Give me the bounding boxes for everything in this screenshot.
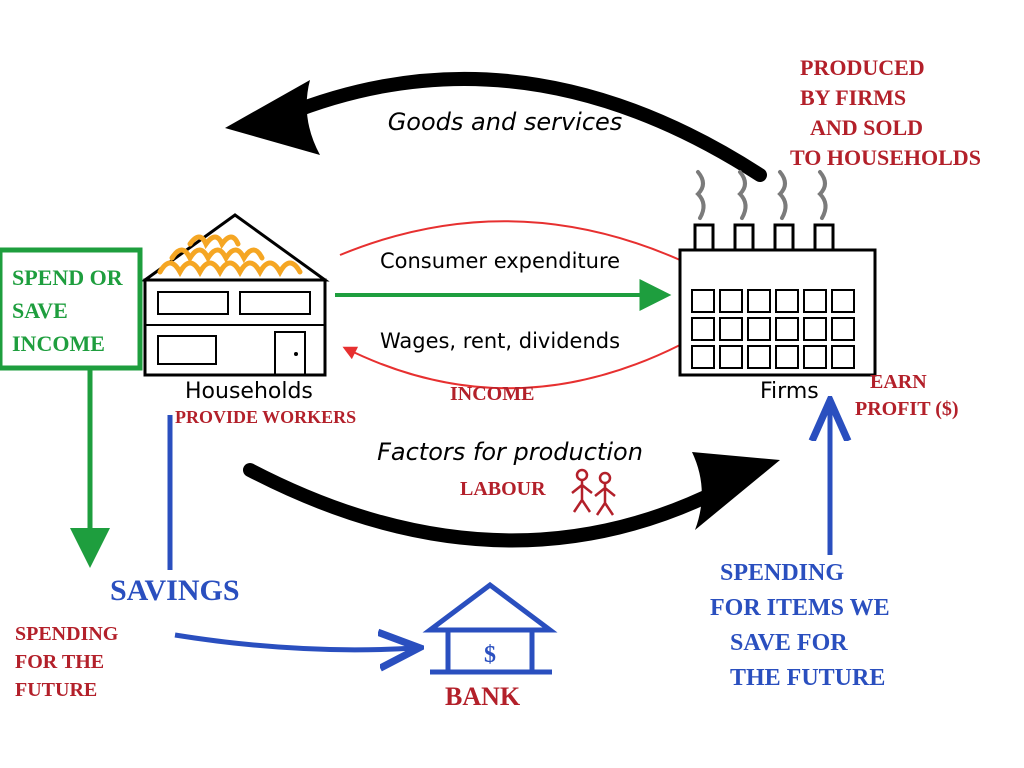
svg-text:FOR ITEMS WE: FOR ITEMS WE	[710, 595, 890, 621]
svg-text:PRODUCED: PRODUCED	[800, 55, 925, 80]
labour-annotation: LABOUR	[460, 478, 546, 500]
households-label: Households	[185, 379, 313, 404]
spending-future-right: SPENDING FOR ITEMS WE SAVE FOR THE FUTUR…	[710, 560, 890, 691]
svg-text:INCOME: INCOME	[12, 331, 105, 356]
savings-label: SAVINGS	[110, 574, 240, 607]
firms-annotation: EARN PROFIT ($)	[855, 371, 959, 420]
households-annotation: PROVIDE WORKERS	[175, 407, 356, 427]
svg-text:SAVE FOR: SAVE FOR	[730, 630, 848, 656]
svg-text:AND SOLD: AND SOLD	[810, 115, 923, 140]
svg-text:SAVE: SAVE	[12, 298, 68, 323]
income-annotation: INCOME	[450, 383, 534, 405]
svg-text:BY FIRMS: BY FIRMS	[800, 85, 906, 110]
goods-services-label: Goods and services	[388, 108, 623, 136]
bank-node: $	[430, 585, 552, 672]
circular-flow-diagram: Goods and services PRODUCED BY FIRMS AND…	[0, 0, 1024, 768]
svg-text:PROFIT ($): PROFIT ($)	[855, 398, 959, 420]
svg-text:$: $	[484, 642, 496, 668]
households-node: Households PROVIDE WORKERS	[145, 215, 356, 427]
factors-label: Factors for production	[377, 438, 643, 466]
svg-text:SPENDING: SPENDING	[720, 560, 844, 586]
consumer-expenditure-label: Consumer expenditure	[380, 249, 620, 273]
bank-label: BANK	[445, 682, 521, 711]
svg-text:SPENDING: SPENDING	[15, 623, 119, 645]
svg-text:SPEND OR: SPEND OR	[12, 265, 124, 290]
flow-factors-production: Factors for production LABOUR	[250, 438, 780, 540]
annotation-produced-by-firms: PRODUCED BY FIRMS AND SOLD TO HOUSEHOLDS	[790, 55, 981, 170]
stick-figures-icon	[572, 470, 615, 515]
svg-text:EARN: EARN	[870, 371, 927, 393]
firms-label: Firms	[760, 379, 819, 404]
svg-text:FOR THE: FOR THE	[15, 651, 104, 673]
savings-section: SAVINGS	[110, 415, 415, 650]
svg-text:THE FUTURE: THE FUTURE	[730, 665, 885, 691]
spend-or-save-note: SPEND OR SAVE INCOME	[0, 250, 140, 560]
spending-future-left: SPENDING FOR THE FUTURE	[15, 623, 119, 701]
flow-goods-services: Goods and services	[225, 79, 760, 175]
firms-node: Firms EARN PROFIT ($)	[680, 172, 959, 420]
wages-label: Wages, rent, dividends	[380, 329, 620, 353]
svg-text:FUTURE: FUTURE	[15, 679, 97, 701]
svg-text:TO HOUSEHOLDS: TO HOUSEHOLDS	[790, 145, 981, 170]
